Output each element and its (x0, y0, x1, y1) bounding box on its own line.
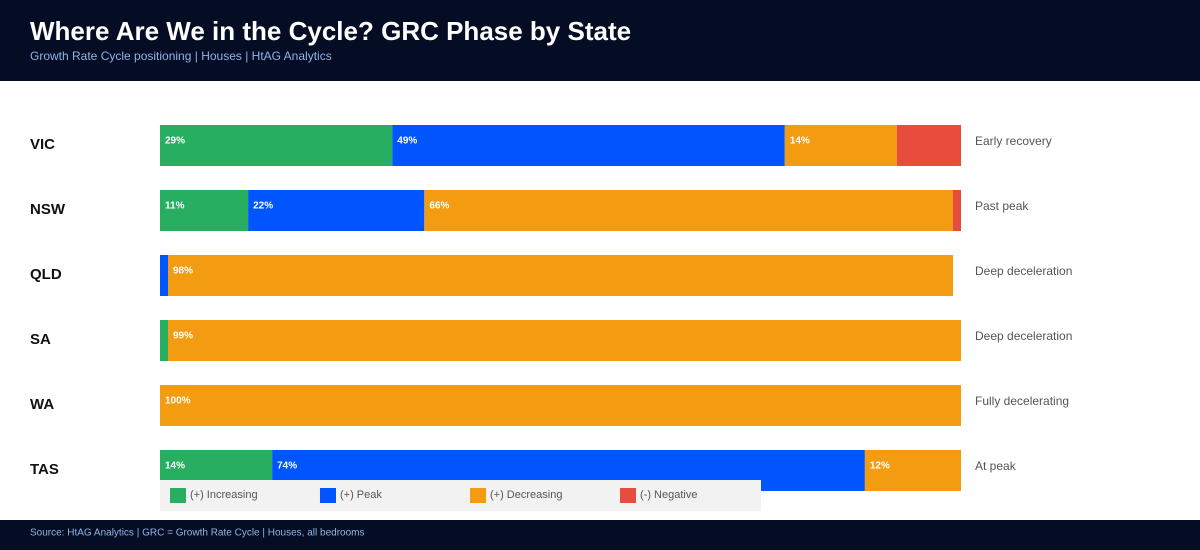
bar-segment (864, 450, 961, 491)
bar-segment (952, 190, 961, 231)
phase-annotation: At peak (975, 459, 1017, 473)
legend-swatch (620, 488, 636, 503)
value-label: 66% (429, 201, 449, 212)
chart-title: Where Are We in the Cycle? GRC Phase by … (30, 16, 631, 46)
bar-segment (160, 320, 169, 361)
bar-segment (160, 125, 393, 166)
value-label: 11% (165, 201, 185, 212)
bar-segment (392, 125, 785, 166)
bar-segment (160, 385, 961, 426)
bar-segment (784, 125, 897, 166)
header (0, 0, 1200, 81)
state-label: SA (30, 331, 51, 348)
value-label: 29% (165, 136, 185, 147)
state-label: QLD (30, 266, 62, 283)
bar-segment (248, 190, 425, 231)
value-label: 99% (173, 331, 193, 342)
value-label: 14% (165, 461, 185, 472)
legend-label: (+) Peak (340, 489, 382, 501)
value-label: 100% (165, 396, 191, 407)
phase-annotation: Fully decelerating (975, 394, 1069, 408)
value-label: 74% (277, 461, 297, 472)
bar-segment (424, 190, 953, 231)
legend-label: (+) Increasing (190, 489, 258, 501)
footer (0, 520, 1200, 550)
value-label: 14% (790, 136, 810, 147)
legend-swatch (320, 488, 336, 503)
phase-annotation: Deep deceleration (975, 264, 1072, 278)
bar-segment (160, 190, 249, 231)
value-label: 49% (397, 136, 417, 147)
legend-swatch (470, 488, 486, 503)
phase-annotation: Deep deceleration (975, 329, 1072, 343)
bar-segment (168, 320, 961, 361)
bar-segment (168, 255, 953, 296)
phase-annotation: Past peak (975, 199, 1029, 213)
phase-annotation: Early recovery (975, 134, 1052, 148)
value-label: 22% (253, 201, 273, 212)
state-label: TAS (30, 461, 59, 478)
chart-subtitle: Growth Rate Cycle positioning | Houses |… (30, 49, 332, 63)
legend-label: (-) Negative (640, 489, 697, 501)
state-label: VIC (30, 136, 55, 153)
value-label: 12% (870, 461, 890, 472)
bar-segment (160, 255, 169, 296)
legend-label: (+) Decreasing (490, 489, 562, 501)
value-label: 98% (173, 266, 193, 277)
footer-text: Source: HtAG Analytics | GRC = Growth Ra… (30, 528, 365, 539)
state-label: NSW (30, 201, 66, 218)
bar-segment (896, 125, 961, 166)
state-label: WA (30, 396, 54, 413)
legend-box (160, 480, 761, 511)
legend-swatch (170, 488, 186, 503)
